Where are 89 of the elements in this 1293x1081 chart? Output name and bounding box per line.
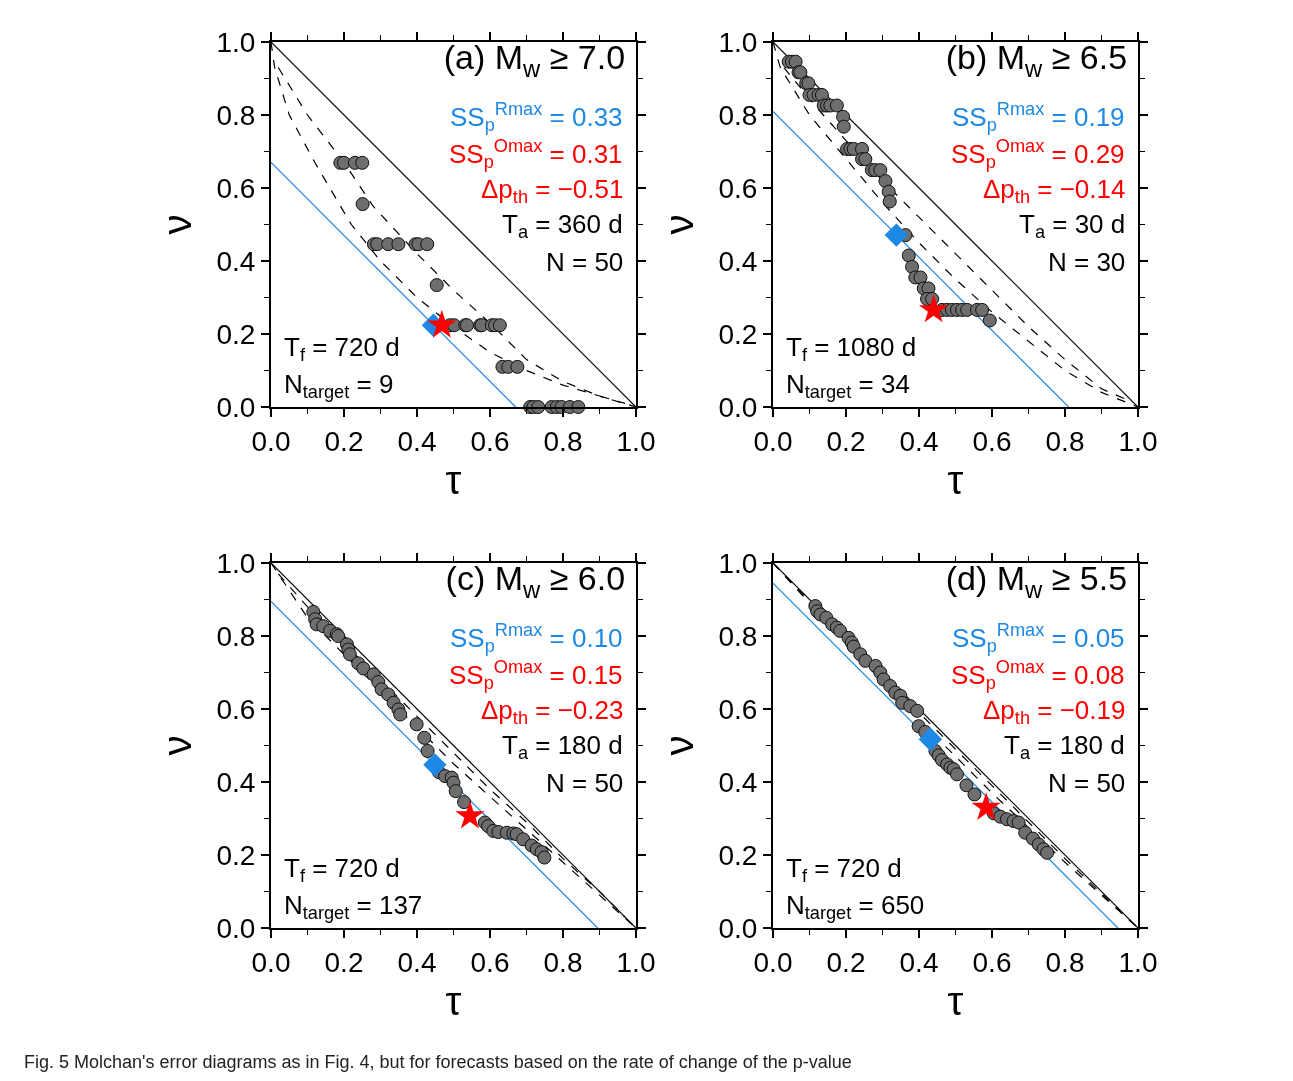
- x-tick-label: 1.0: [616, 946, 656, 978]
- y-axis-title: ν: [155, 735, 200, 756]
- annotation: N = 50: [1048, 768, 1126, 798]
- y-tick-label: 1.0: [216, 26, 256, 58]
- y-axis-title: ν: [657, 214, 702, 235]
- x-tick-label: 0.8: [543, 946, 583, 978]
- annotation: T$_{a}$ = 180 d: [502, 730, 623, 764]
- annotation: N$_{target}$ = 650: [786, 890, 925, 924]
- caption: Fig. 5 Molchan's error diagrams as in Fig. 4, but for forecasts based on the rate of change of the p-value: [24, 1052, 852, 1073]
- annotation: SS$_{p}$$^{Omax}$ = 0.15: [449, 657, 623, 694]
- annotation: Δp$_{th}$ = −0.23: [481, 695, 624, 729]
- annotation: SS$_{p}$$^{Rmax}$ = 0.19: [952, 99, 1125, 136]
- annotation: N = 30: [1048, 247, 1126, 277]
- annotation: N$_{target}$ = 34: [786, 369, 910, 403]
- y-tick-label: 0.8: [718, 99, 758, 131]
- y-tick-label: 0.0: [216, 912, 256, 944]
- y-tick-label: 0.2: [718, 318, 758, 350]
- x-tick-label: 0.2: [826, 946, 866, 978]
- annotation: T$_{a}$ = 360 d: [502, 209, 623, 243]
- y-tick-label: 0.6: [718, 172, 758, 204]
- y-tick-label: 0.8: [718, 620, 758, 652]
- y-tick-label: 0.0: [718, 391, 758, 423]
- y-axis-title: ν: [155, 214, 200, 235]
- annotation: Δp$_{th}$ = −0.19: [983, 695, 1126, 729]
- annotation: N = 50: [546, 768, 624, 798]
- x-tick-label: 0.4: [397, 425, 437, 457]
- y-tick-label: 0.4: [216, 766, 256, 798]
- x-tick-label: 0.0: [753, 946, 793, 978]
- y-tick-label: 0.6: [216, 172, 256, 204]
- annotation: SS$_{p}$$^{Omax}$ = 0.31: [449, 136, 623, 173]
- annotation: SS$_{p}$$^{Rmax}$ = 0.05: [952, 620, 1125, 657]
- annotation: T$_{f}$ = 1080 d: [786, 332, 917, 366]
- annotation: Δp$_{th}$ = −0.51: [481, 174, 624, 208]
- y-tick-label: 0.0: [216, 391, 256, 423]
- y-tick-label: 1.0: [216, 547, 256, 579]
- y-axis-title: ν: [657, 735, 702, 756]
- y-tick-label: 0.8: [216, 620, 256, 652]
- x-tick-label: 0.8: [1045, 946, 1085, 978]
- x-axis-title: τ: [445, 457, 462, 502]
- y-tick-label: 0.2: [216, 839, 256, 871]
- chart-title: (c) M$_{w}$ ≥ 6.0: [445, 559, 626, 603]
- annotation: Δp$_{th}$ = −0.14: [983, 174, 1126, 208]
- y-tick-label: 1.0: [718, 26, 758, 58]
- annotation: SS$_{p}$$^{Omax}$ = 0.29: [951, 136, 1125, 173]
- x-tick-label: 0.2: [324, 946, 364, 978]
- y-tick-label: 0.6: [718, 693, 758, 725]
- x-tick-label: 0.4: [397, 946, 437, 978]
- chart-title: (a) M$_{w}$ ≥ 7.0: [443, 38, 626, 82]
- chart-title: (b) M$_{w}$ ≥ 6.5: [945, 38, 1128, 82]
- x-tick-label: 0.0: [753, 425, 793, 457]
- y-tick-label: 1.0: [718, 547, 758, 579]
- annotation: SS$_{p}$$^{Omax}$ = 0.08: [951, 657, 1125, 694]
- x-tick-label: 0.6: [972, 946, 1012, 978]
- annotation: N = 50: [546, 247, 624, 277]
- annotation: SS$_{p}$$^{Rmax}$ = 0.33: [450, 99, 623, 136]
- y-tick-label: 0.4: [718, 766, 758, 798]
- x-tick-label: 0.6: [972, 425, 1012, 457]
- x-tick-label: 0.4: [899, 425, 939, 457]
- y-tick-label: 0.2: [216, 318, 256, 350]
- y-tick-label: 0.8: [216, 99, 256, 131]
- x-tick-label: 0.0: [251, 946, 291, 978]
- x-tick-label: 1.0: [616, 425, 656, 457]
- x-tick-label: 0.2: [826, 425, 866, 457]
- y-tick-label: 0.4: [718, 245, 758, 277]
- annotation: N$_{target}$ = 9: [284, 369, 394, 403]
- x-axis-title: τ: [947, 457, 964, 502]
- y-tick-label: 0.4: [216, 245, 256, 277]
- x-tick-label: 0.6: [470, 946, 510, 978]
- x-tick-label: 0.8: [543, 425, 583, 457]
- annotation: T$_{f}$ = 720 d: [284, 332, 400, 366]
- x-tick-label: 1.0: [1118, 946, 1158, 978]
- x-tick-label: 0.4: [899, 946, 939, 978]
- chart-title: (d) M$_{w}$ ≥ 5.5: [945, 559, 1128, 603]
- x-tick-label: 0.6: [470, 425, 510, 457]
- x-axis-title: τ: [947, 978, 964, 1023]
- x-tick-label: 1.0: [1118, 425, 1158, 457]
- annotation: SS$_{p}$$^{Rmax}$ = 0.10: [450, 620, 623, 657]
- annotation: T$_{a}$ = 180 d: [1004, 730, 1125, 764]
- annotation: T$_{f}$ = 720 d: [284, 853, 400, 887]
- x-axis-title: τ: [445, 978, 462, 1023]
- y-tick-label: 0.0: [718, 912, 758, 944]
- annotation: T$_{f}$ = 720 d: [786, 853, 902, 887]
- y-tick-label: 0.6: [216, 693, 256, 725]
- x-tick-label: 0.2: [324, 425, 364, 457]
- annotation: N$_{target}$ = 137: [284, 890, 423, 924]
- x-tick-label: 0.8: [1045, 425, 1085, 457]
- annotation: T$_{a}$ = 30 d: [1019, 209, 1126, 243]
- y-tick-label: 0.2: [718, 839, 758, 871]
- x-tick-label: 0.0: [251, 425, 291, 457]
